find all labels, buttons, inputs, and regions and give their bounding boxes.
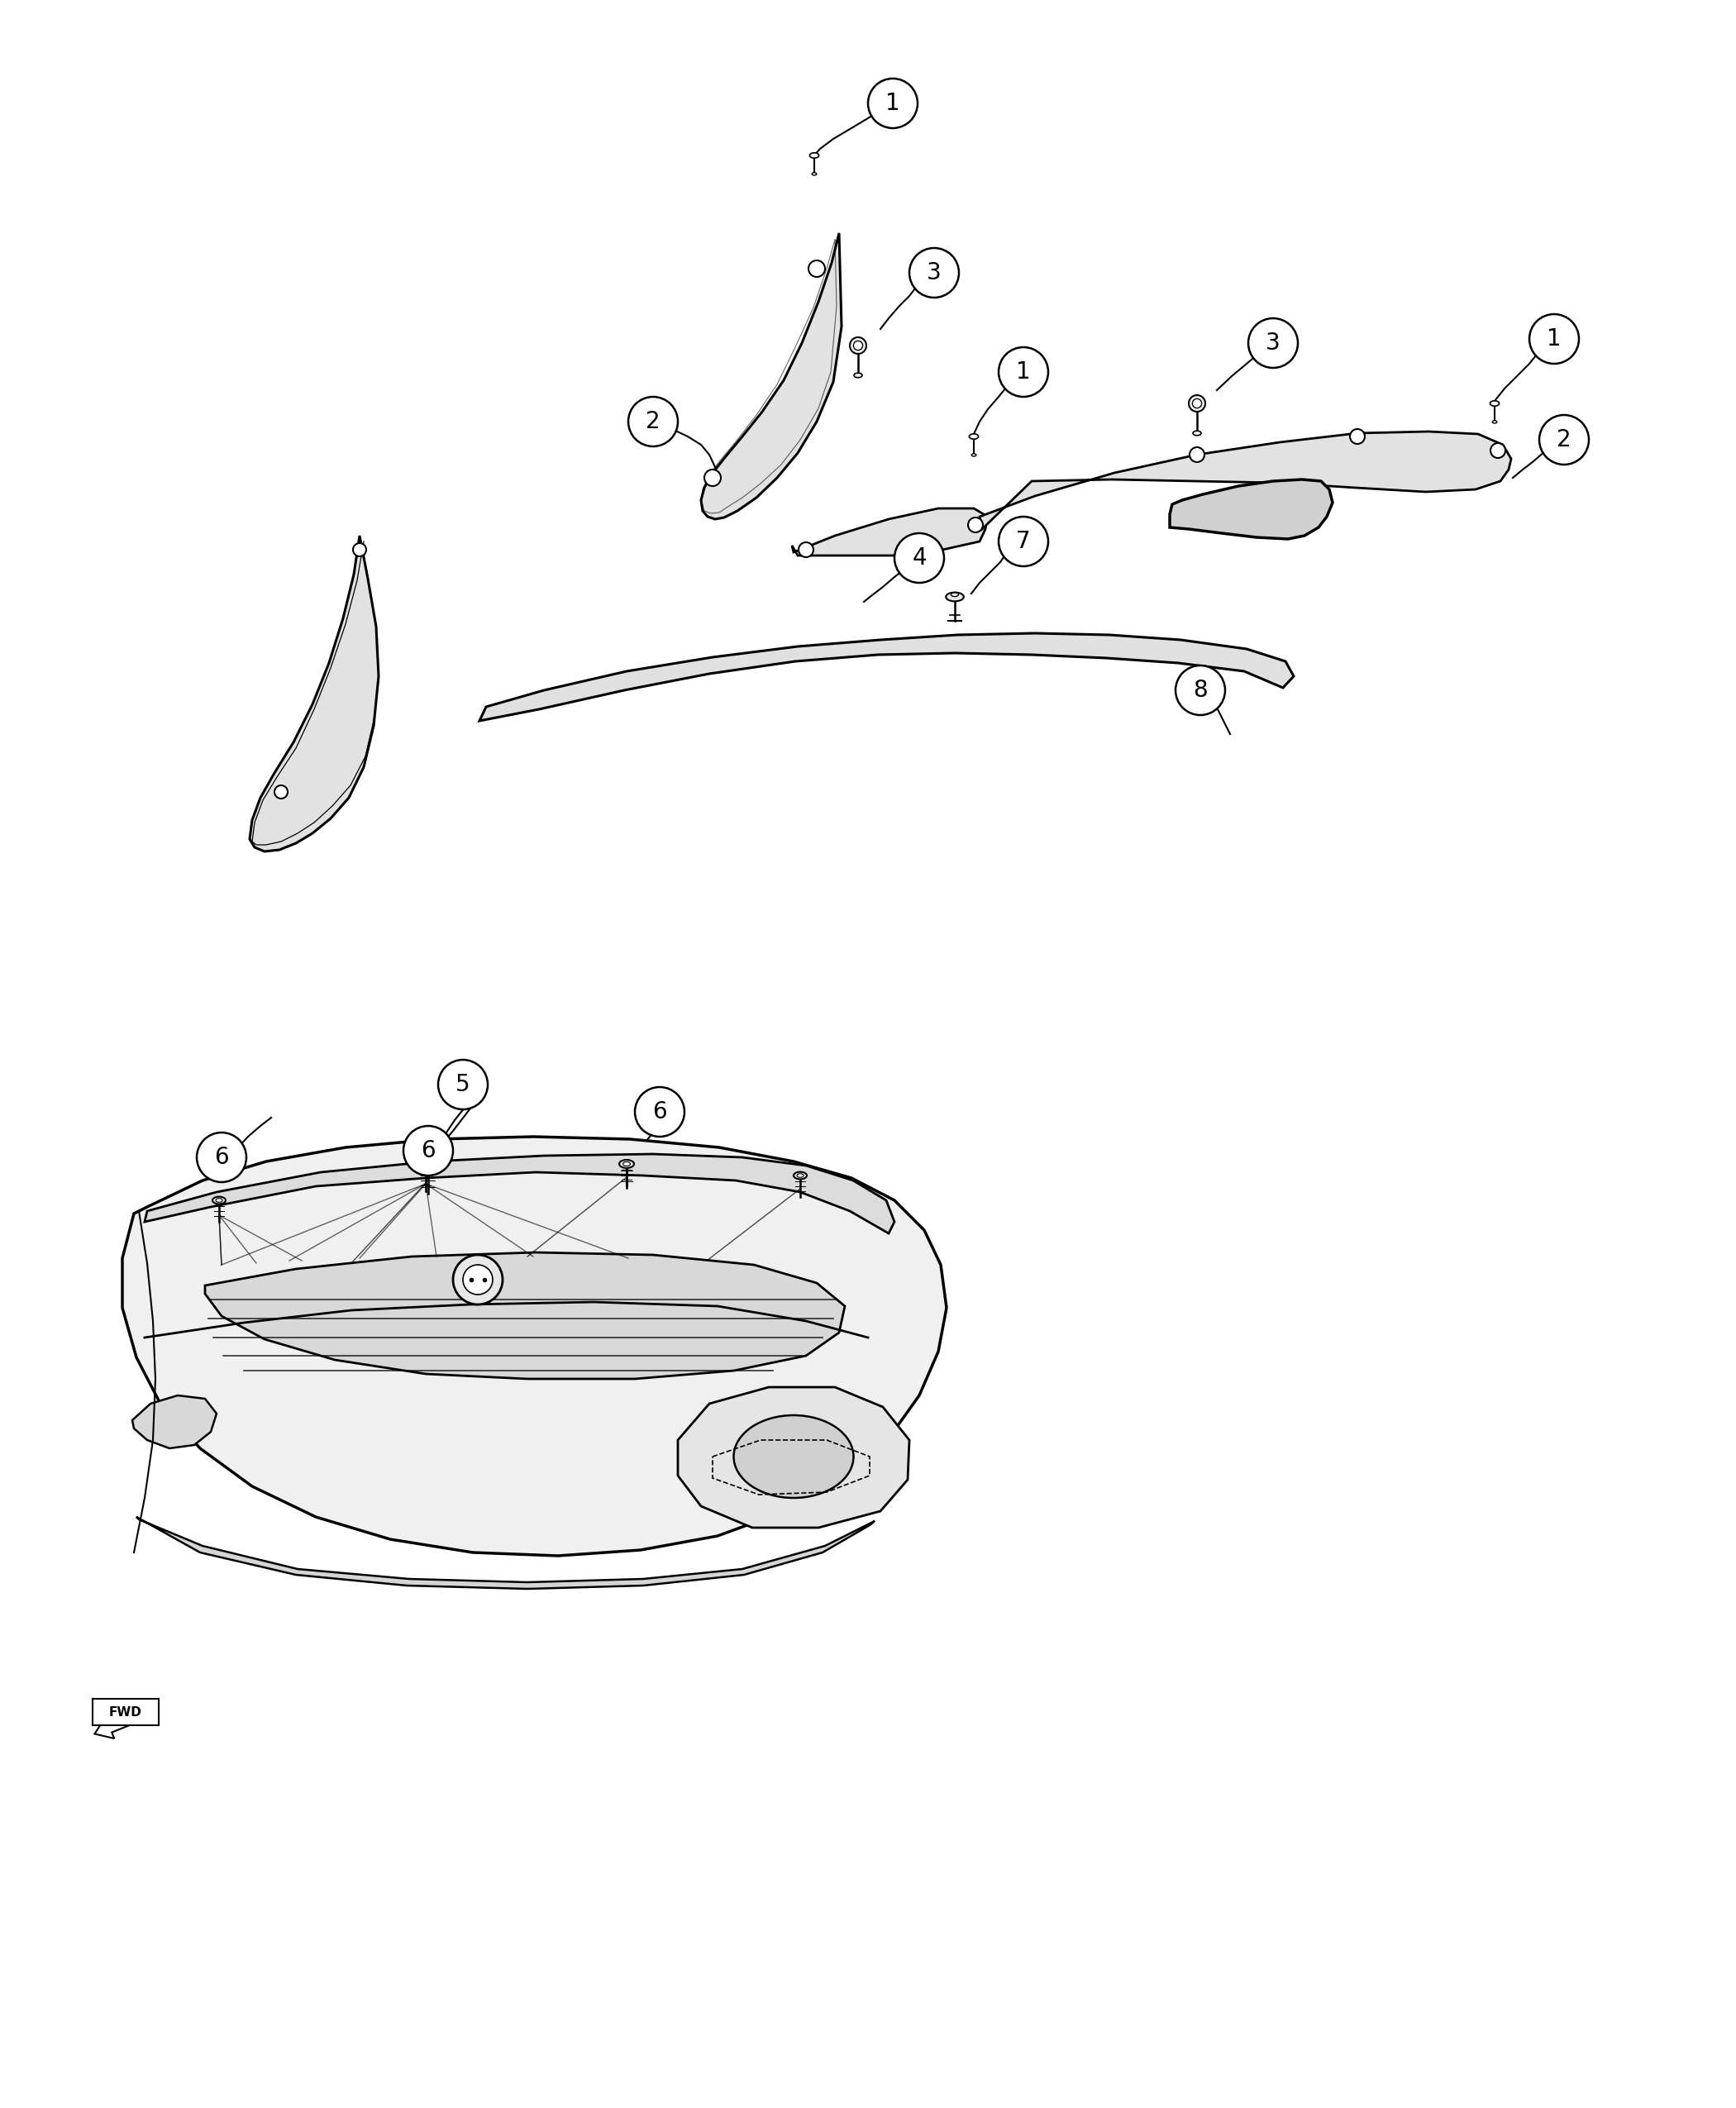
- Text: 1: 1: [1016, 360, 1031, 384]
- Ellipse shape: [212, 1197, 226, 1204]
- Circle shape: [1540, 415, 1588, 464]
- Circle shape: [1189, 447, 1205, 462]
- Ellipse shape: [620, 1159, 634, 1168]
- Circle shape: [998, 348, 1049, 396]
- Circle shape: [910, 249, 958, 297]
- Text: 8: 8: [1193, 679, 1208, 702]
- Polygon shape: [122, 1136, 946, 1556]
- Ellipse shape: [812, 173, 816, 175]
- Text: 3: 3: [927, 261, 941, 285]
- Circle shape: [1491, 443, 1505, 457]
- Circle shape: [868, 78, 918, 129]
- Circle shape: [705, 470, 720, 487]
- Text: 6: 6: [214, 1147, 229, 1170]
- Circle shape: [1193, 398, 1201, 409]
- Ellipse shape: [623, 1162, 630, 1166]
- Text: 1: 1: [1547, 327, 1561, 350]
- Circle shape: [1189, 394, 1205, 411]
- Circle shape: [1248, 318, 1299, 369]
- Polygon shape: [132, 1395, 217, 1448]
- Circle shape: [437, 1060, 488, 1109]
- Text: FWD: FWD: [109, 1705, 142, 1718]
- Text: 4: 4: [911, 546, 927, 569]
- Text: 1: 1: [885, 93, 899, 116]
- Ellipse shape: [1493, 422, 1496, 424]
- Polygon shape: [250, 535, 378, 852]
- Ellipse shape: [420, 1164, 436, 1172]
- Polygon shape: [701, 234, 842, 519]
- Circle shape: [453, 1254, 503, 1305]
- Ellipse shape: [620, 1159, 634, 1168]
- Polygon shape: [144, 1153, 894, 1233]
- Circle shape: [352, 544, 366, 557]
- Ellipse shape: [797, 1174, 804, 1178]
- Text: 3: 3: [1266, 331, 1281, 354]
- Text: 2: 2: [1557, 428, 1571, 451]
- Circle shape: [894, 533, 944, 582]
- Text: 6: 6: [420, 1138, 436, 1162]
- Polygon shape: [479, 632, 1293, 721]
- Text: 5: 5: [455, 1073, 470, 1096]
- Ellipse shape: [422, 1168, 429, 1172]
- Circle shape: [1175, 666, 1226, 715]
- Ellipse shape: [424, 1166, 432, 1170]
- Circle shape: [998, 516, 1049, 567]
- Ellipse shape: [972, 453, 976, 455]
- Ellipse shape: [215, 1199, 222, 1202]
- Ellipse shape: [951, 592, 958, 597]
- Ellipse shape: [734, 1414, 854, 1499]
- Ellipse shape: [418, 1166, 432, 1174]
- Polygon shape: [137, 1518, 875, 1589]
- Circle shape: [809, 261, 825, 276]
- Circle shape: [196, 1132, 247, 1183]
- Circle shape: [851, 337, 866, 354]
- Ellipse shape: [1489, 401, 1500, 407]
- Circle shape: [464, 1265, 493, 1294]
- Circle shape: [1529, 314, 1580, 365]
- Polygon shape: [792, 508, 988, 557]
- Polygon shape: [677, 1387, 910, 1528]
- Ellipse shape: [969, 434, 979, 438]
- Circle shape: [969, 516, 983, 533]
- Circle shape: [1351, 430, 1364, 445]
- FancyArrow shape: [94, 1705, 158, 1739]
- Polygon shape: [205, 1252, 845, 1379]
- Circle shape: [799, 542, 814, 557]
- FancyBboxPatch shape: [92, 1699, 158, 1724]
- Ellipse shape: [809, 152, 819, 158]
- Ellipse shape: [623, 1162, 630, 1166]
- Ellipse shape: [1193, 430, 1201, 436]
- Text: 7: 7: [1016, 529, 1031, 552]
- Circle shape: [854, 341, 863, 350]
- Ellipse shape: [946, 592, 963, 601]
- Circle shape: [628, 396, 677, 447]
- Polygon shape: [979, 432, 1510, 529]
- Polygon shape: [1170, 479, 1333, 540]
- Circle shape: [403, 1126, 453, 1176]
- Ellipse shape: [793, 1172, 807, 1178]
- Text: 2: 2: [646, 411, 660, 432]
- Circle shape: [274, 786, 288, 799]
- Ellipse shape: [854, 373, 863, 377]
- Text: 6: 6: [653, 1100, 667, 1124]
- Circle shape: [635, 1088, 684, 1136]
